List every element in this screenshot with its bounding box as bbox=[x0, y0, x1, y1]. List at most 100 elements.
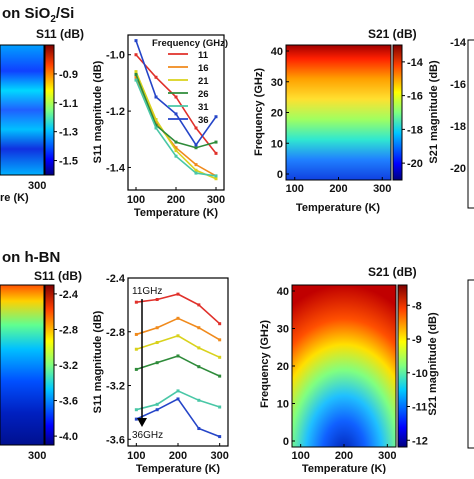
panel-bottom-left: S11 (dB) -2.4 -2.8 -3.2 -3.6 -4.0 300 bbox=[0, 269, 82, 462]
data-point bbox=[176, 389, 180, 393]
data-point bbox=[134, 78, 138, 82]
y-tick-label: 20 bbox=[277, 361, 289, 373]
y-tick-label: 20 bbox=[271, 108, 283, 120]
data-point bbox=[218, 405, 222, 409]
data-point bbox=[134, 75, 138, 79]
colorbar-tick-label: -2.8 bbox=[59, 324, 78, 336]
x-tick-label: 100 bbox=[127, 450, 145, 462]
row-title-bottom: on h-BN bbox=[2, 249, 60, 266]
y-axis-label-right: S21 magnitude (dB) bbox=[427, 312, 439, 416]
data-point bbox=[214, 115, 218, 119]
data-point bbox=[155, 402, 159, 406]
data-point bbox=[134, 300, 138, 304]
panel-top-mid: 100 200 300 -1.0 -1.2 -1.4 Frequency (GHz) 11… bbox=[92, 34, 228, 219]
x-tick-label: 300 bbox=[207, 194, 225, 206]
data-point bbox=[155, 341, 159, 345]
x-tick-label: 200 bbox=[335, 450, 353, 462]
extra-panel-frame bbox=[467, 39, 474, 209]
annotation-36ghz: 36GHz bbox=[132, 430, 163, 441]
data-point bbox=[134, 347, 138, 351]
data-point bbox=[176, 316, 180, 320]
y-tick-label: 40 bbox=[271, 46, 283, 58]
y-tick-label: -3.6 bbox=[106, 434, 125, 446]
data-point bbox=[154, 126, 158, 130]
panel-bottom-mid: 100 200 300 -2.4 -2.8 -3.2 -3.6 11GHz 36GHz S1… bbox=[92, 273, 229, 475]
x-tick-label: 300 bbox=[373, 183, 391, 195]
colorbar bbox=[44, 44, 55, 176]
y-tick-label: -1.2 bbox=[106, 106, 125, 118]
y-tick-label: 0 bbox=[283, 436, 289, 448]
colorbar bbox=[397, 284, 408, 448]
y-tick-label: 40 bbox=[277, 286, 289, 298]
colorbar bbox=[44, 284, 55, 446]
data-point bbox=[194, 168, 198, 172]
data-point bbox=[176, 334, 180, 338]
data-point bbox=[134, 332, 138, 336]
arrow-head bbox=[137, 418, 147, 427]
colorbar-tick-label: -3.6 bbox=[59, 396, 78, 408]
extra-panel-frame bbox=[467, 279, 474, 449]
data-point bbox=[214, 151, 218, 155]
x-tick-label: 100 bbox=[286, 183, 304, 195]
x-tick-label: 200 bbox=[329, 183, 347, 195]
data-point bbox=[218, 322, 222, 326]
heatmap-area bbox=[285, 44, 392, 181]
data-point bbox=[214, 174, 218, 178]
data-point bbox=[197, 427, 201, 431]
panel-top-left: S11 (dB) -0.9 -1.1 -1.3 -1.5 300 re (K) bbox=[0, 27, 84, 204]
data-point bbox=[155, 361, 159, 365]
data-point bbox=[194, 163, 198, 167]
data-point bbox=[134, 408, 138, 412]
x-tick-label: 200 bbox=[167, 194, 185, 206]
colorbar-tick-label: -4.0 bbox=[59, 431, 78, 443]
y-tick-label: -1.0 bbox=[106, 50, 125, 62]
colorbar-tick-label: -0.9 bbox=[59, 69, 78, 81]
y-tick-label: 30 bbox=[271, 77, 283, 89]
extra-tick-label: -14 bbox=[450, 37, 467, 49]
data-point bbox=[214, 177, 218, 181]
colorbar-tick-label: -1.3 bbox=[59, 127, 78, 139]
extra-tick-label: -20 bbox=[450, 163, 466, 175]
data-point bbox=[155, 326, 159, 330]
data-point bbox=[134, 53, 138, 57]
data-point bbox=[194, 126, 198, 130]
data-point bbox=[155, 298, 159, 302]
annotation-11ghz: 11GHz bbox=[132, 286, 162, 297]
data-point bbox=[174, 154, 178, 158]
x-axis-label: Temperature (K) bbox=[296, 202, 380, 214]
colorbar-tick-label: -1.1 bbox=[59, 98, 78, 110]
data-point bbox=[197, 346, 201, 350]
data-point bbox=[154, 123, 158, 127]
panel-title: S21 (dB) bbox=[368, 27, 417, 41]
data-point bbox=[218, 374, 222, 378]
panel-bottom-right: S21 (dB) -8 -9 -10 -11 -12 100 200 300 0 10 20 30 4… bbox=[259, 265, 474, 475]
data-point bbox=[154, 120, 158, 124]
x-tick-label: 300 bbox=[28, 450, 46, 462]
data-point bbox=[197, 303, 201, 307]
data-point bbox=[155, 408, 159, 412]
panel-title: S21 (dB) bbox=[368, 265, 417, 279]
heatmap-area bbox=[291, 284, 397, 448]
y-tick-label: -3.2 bbox=[106, 381, 125, 393]
data-point bbox=[154, 118, 158, 122]
y-tick-label: 10 bbox=[277, 399, 289, 411]
colorbar-tick-label: -8 bbox=[412, 300, 422, 312]
panel-title: S11 (dB) bbox=[34, 269, 82, 283]
y-axis-label: S11 magnitude (dB) bbox=[92, 60, 104, 163]
data-point bbox=[218, 355, 222, 359]
panel-title: S11 (dB) bbox=[36, 27, 84, 41]
y-axis-label: Frequency (GHz) bbox=[253, 68, 265, 156]
data-point bbox=[174, 95, 178, 99]
data-point bbox=[218, 435, 222, 439]
data-point bbox=[194, 146, 198, 150]
heatmap-area bbox=[0, 284, 45, 446]
x-tick-label: 300 bbox=[378, 450, 396, 462]
heatmap-area bbox=[0, 44, 45, 176]
colorbar bbox=[392, 44, 403, 181]
data-point bbox=[134, 70, 138, 74]
colorbar-tick-label: -2.4 bbox=[59, 289, 79, 301]
x-tick-label: 100 bbox=[291, 450, 309, 462]
colorbar-tick-label: -20 bbox=[407, 158, 423, 170]
x-tick-label: 100 bbox=[127, 194, 145, 206]
